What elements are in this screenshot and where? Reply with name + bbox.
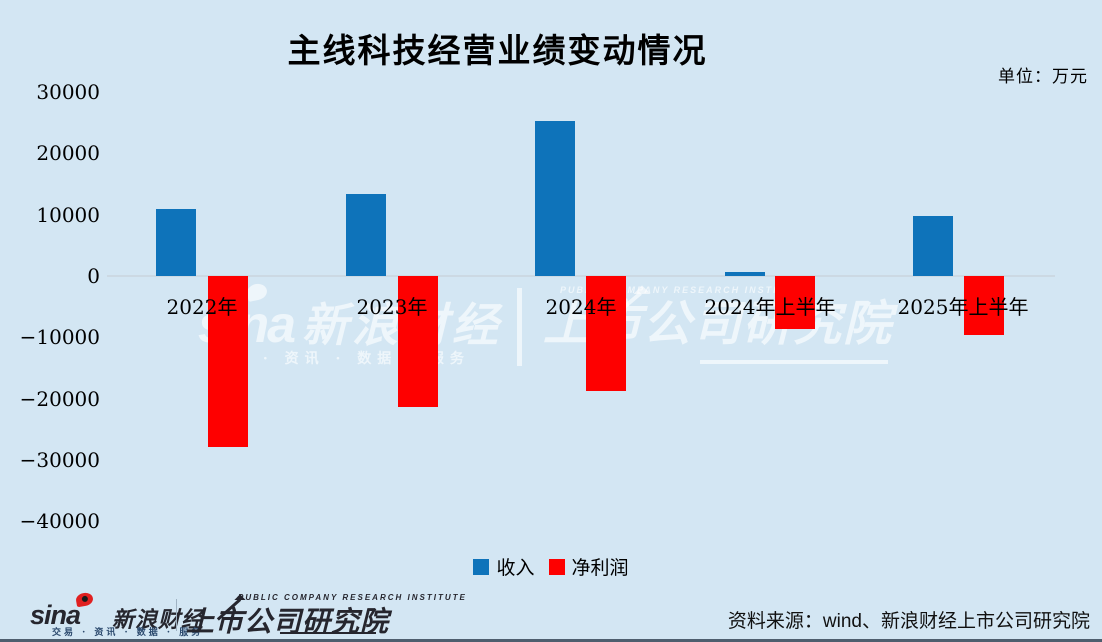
revenue-bar-2023年 bbox=[346, 194, 386, 276]
net-profit-bar-2025年上半年 bbox=[964, 276, 1004, 336]
x-category-label: 2024年 bbox=[545, 295, 617, 319]
y-tick-label: −30000 bbox=[19, 447, 100, 472]
footer-institute-underline bbox=[280, 632, 376, 634]
y-tick-label: 0 bbox=[87, 264, 100, 288]
legend-item-revenue: 收入 bbox=[473, 553, 535, 580]
watermark-institute-english-label: PUBLIC COMPANY RESEARCH INSTITUTE bbox=[560, 285, 810, 295]
revenue-bar-2022年 bbox=[156, 208, 196, 276]
chart-title: 主线科技经营业绩变动情况 bbox=[287, 32, 708, 69]
footer-sina-eye-icon bbox=[75, 591, 94, 608]
y-tick-label: −40000 bbox=[19, 509, 100, 534]
legend-label-revenue: 收入 bbox=[496, 557, 535, 579]
watermark-divider bbox=[517, 288, 522, 366]
y-tick-label: 10000 bbox=[36, 202, 100, 227]
net-profit-bar-2023年 bbox=[398, 276, 438, 408]
legend-item-net-profit: 净利润 bbox=[548, 553, 629, 580]
x-category-label: 2024年上半年 bbox=[704, 295, 836, 319]
footer-sina-eye-pupil bbox=[81, 595, 89, 603]
unit-label: 单位：万元 bbox=[998, 67, 1088, 86]
net-profit-bar-2024年 bbox=[586, 276, 626, 391]
legend-swatch-net-profit bbox=[548, 558, 565, 575]
revenue-bar-2024年 bbox=[535, 120, 575, 276]
footer-bar: sina 新浪财经 交易 · 资讯 · 数据 · 服务 PUBLIC COMPA… bbox=[0, 591, 1102, 642]
net-profit-bar-2022年 bbox=[208, 276, 248, 448]
legend-swatch-revenue bbox=[473, 558, 490, 575]
footer-sina-finance-label: 新浪财经 bbox=[112, 607, 205, 633]
bar-chart: sina 新浪财经 交易 · 资讯 · 数据 · 服务 PUBLIC COMPA… bbox=[19, 80, 1055, 534]
footer-institute-english-label: PUBLIC COMPANY RESEARCH INSTITUTE bbox=[238, 593, 467, 602]
y-tick-label: −20000 bbox=[19, 386, 100, 411]
legend-label-net-profit: 净利润 bbox=[571, 557, 629, 579]
footer-institute-label: 上市公司研究院 bbox=[186, 605, 390, 638]
zero-axis-line bbox=[107, 275, 1055, 277]
y-tick-label: 30000 bbox=[36, 80, 100, 104]
net-profit-bar-2024年上半年 bbox=[775, 276, 815, 330]
revenue-bar-2025年上半年 bbox=[913, 215, 953, 276]
x-category-label: 2025年上半年 bbox=[897, 295, 1029, 319]
x-category-label: 2022年 bbox=[166, 295, 238, 319]
y-tick-label: 20000 bbox=[36, 141, 100, 166]
watermark-underline bbox=[700, 360, 888, 364]
x-category-label: 2023年 bbox=[356, 295, 428, 319]
y-tick-label: −10000 bbox=[19, 325, 100, 350]
revenue-bar-2024年上半年 bbox=[725, 271, 765, 276]
footer-sina-wordmark: sina bbox=[30, 600, 81, 630]
chart-legend: 收入 净利润 bbox=[0, 553, 1102, 580]
data-source-label: 资料来源：wind、新浪财经上市公司研究院 bbox=[727, 611, 1090, 632]
footer-services-label: 交易 · 资讯 · 数据 · 服务 bbox=[52, 628, 204, 638]
footer-divider bbox=[176, 599, 177, 631]
